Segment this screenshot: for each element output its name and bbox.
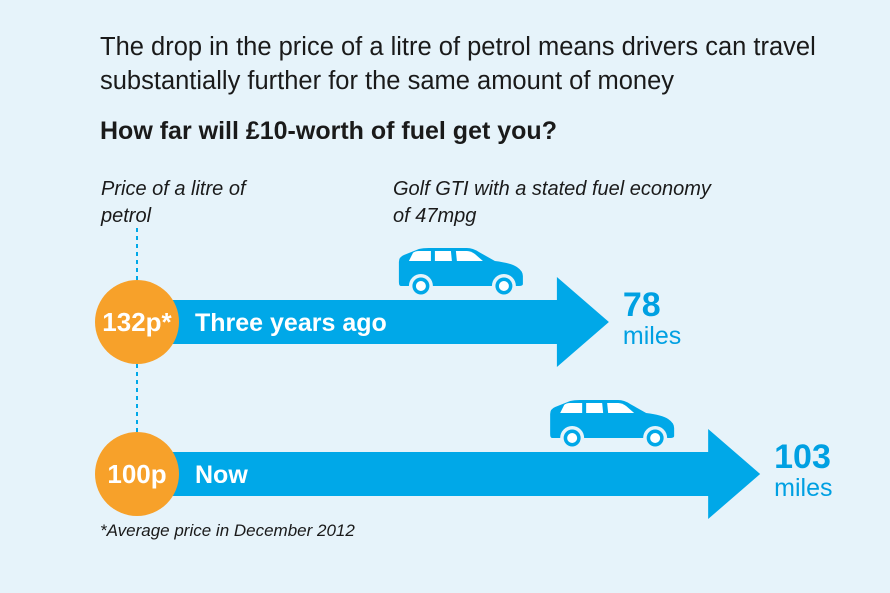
car-icon: [398, 248, 523, 298]
chart-title: How far will £10-worth of fuel get you?: [100, 117, 557, 145]
car-annotation: Golf GTI with a stated fuel economy of 4…: [393, 178, 711, 227]
miles-unit-label: miles: [774, 474, 832, 502]
price-circle: [95, 280, 179, 364]
headline: The drop in the price of a litre of petr…: [100, 33, 816, 95]
bar-category-label: Three years ago: [195, 309, 387, 337]
bar-category-label: Now: [195, 461, 248, 489]
footnote: *Average price in December 2012: [100, 521, 355, 540]
distance-arrow: [137, 429, 761, 519]
price-label: 100p: [107, 459, 166, 489]
distance-arrow: [137, 277, 609, 367]
price-axis-label: Price of a litre of petrol: [101, 178, 246, 227]
car-icon: [550, 400, 675, 450]
miles-unit-label: miles: [623, 322, 681, 350]
miles-value-label: 78: [623, 286, 661, 324]
miles-value-label: 103: [774, 438, 831, 476]
price-label: 132p*: [102, 307, 172, 337]
price-circle: [95, 432, 179, 516]
